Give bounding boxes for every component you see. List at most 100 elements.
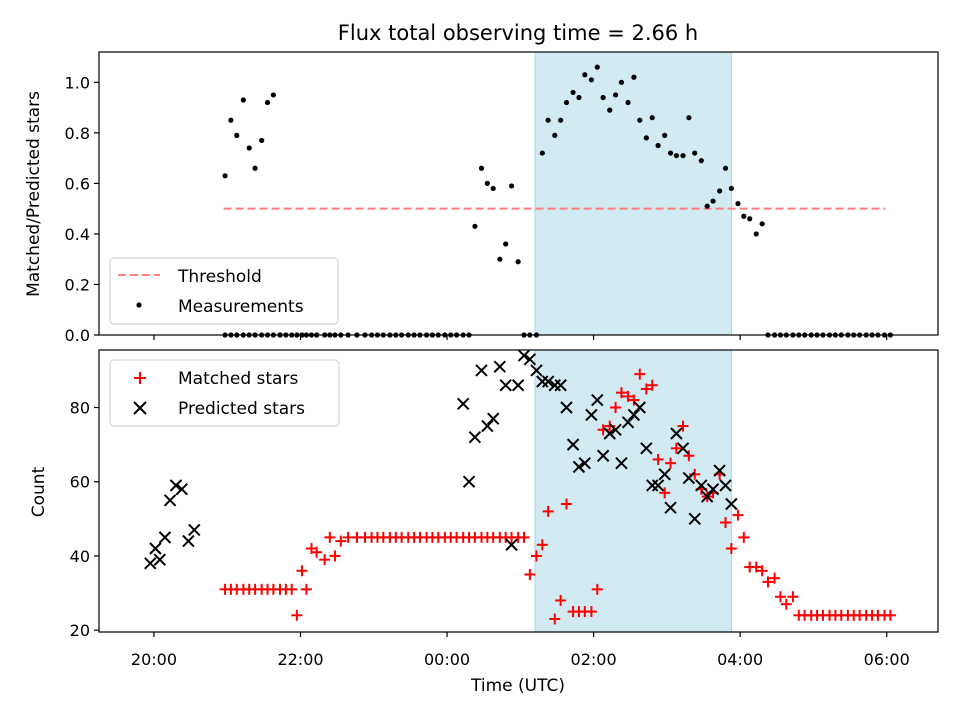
measurement-point [515, 259, 521, 265]
measurement-point [625, 99, 631, 106]
matched-star-point [296, 565, 308, 577]
predicted-star-point [664, 501, 677, 514]
y-tick-label: 80 [70, 399, 90, 418]
y-tick-label: 0.8 [65, 124, 90, 143]
measurement-point [655, 142, 661, 149]
matched-star-point [300, 583, 312, 595]
top-x-ticks [153, 335, 888, 340]
matched-star-point [774, 591, 786, 603]
x-tick-label: 04:00 [717, 650, 763, 669]
top-legend-box [109, 257, 339, 325]
measurement-point [728, 185, 734, 192]
x-tick-label: 20:00 [131, 650, 177, 669]
measurement-point [643, 135, 649, 141]
predicted-star-point [468, 430, 482, 444]
measurement-point [673, 152, 680, 159]
bottom-x-ticks: 20:00 22:00 00:00 02:00 04:00 06:00 [131, 632, 910, 669]
predicted-star-point [560, 401, 573, 414]
x-axis-label: Time (UTC) [470, 676, 565, 696]
measurement-point [631, 74, 637, 80]
measurement-point [612, 92, 619, 98]
top-legend: Threshold Measurements [109, 257, 339, 325]
bottom-y-axis-label: Count [29, 466, 49, 517]
measurement-point [649, 115, 655, 121]
predicted-star-point [475, 364, 488, 377]
x-tick-label: 06:00 [864, 650, 910, 669]
predicted-star-point [169, 479, 183, 492]
measurement-point [637, 117, 643, 123]
measurement-point [472, 223, 478, 229]
matched-star-point [780, 598, 792, 610]
top-y-axis-label: Matched/Predicted stars [24, 91, 44, 297]
predicted-star-point [591, 393, 604, 407]
y-tick-label: 20 [70, 621, 90, 640]
bottom-y-ticks: 20 40 60 80 [70, 399, 99, 640]
legend-threshold-label: Threshold [177, 267, 262, 287]
matched-star-point [524, 568, 536, 580]
matched-star-point [291, 609, 303, 621]
observing-window-band [534, 51, 733, 336]
matched-star-point [311, 546, 323, 558]
top-y-ticks: 0.0 0.2 0.4 0.6 0.8 1.0 [65, 73, 99, 345]
predicted-star-point [523, 353, 537, 366]
matched-star-point [689, 468, 701, 480]
measurement-point [667, 150, 674, 156]
measurement-point [710, 198, 716, 204]
predicted-star-point [621, 416, 635, 429]
predicted-star-point [149, 542, 162, 555]
x-tick-label: 02:00 [571, 650, 617, 669]
matched-star-point [756, 565, 768, 577]
matched-star-point [670, 442, 682, 454]
top-axes-frame [98, 51, 939, 336]
matched-legend-swatch [134, 372, 146, 384]
predicted-star-point [462, 475, 476, 488]
x-tick-label: 22:00 [277, 650, 323, 669]
measurement-point [259, 137, 265, 144]
predicted-star-point [188, 523, 201, 537]
matched-star-point [542, 505, 554, 517]
measurements-legend-swatch [136, 302, 142, 308]
predicted-star-point [505, 538, 518, 552]
predicted-star-point [578, 456, 592, 470]
measurement-point [686, 115, 692, 121]
predicted-star-point [548, 379, 561, 392]
predicted-star-point [554, 379, 567, 392]
matched-star-point [610, 402, 622, 414]
measurement-point [704, 203, 710, 209]
measurement-point [234, 132, 240, 138]
matched-star-point [335, 535, 347, 547]
predicted-star-point [456, 397, 470, 411]
matched-star-point [549, 613, 561, 625]
matched-star-point [329, 550, 341, 562]
predicted-star-point [713, 464, 726, 477]
measurement-point [508, 183, 515, 189]
predicted-star-point [640, 442, 653, 455]
predicted-star-point [615, 456, 628, 470]
measurement-point [692, 150, 698, 156]
matched-star-point [787, 591, 799, 603]
y-tick-label: 0.6 [65, 174, 90, 193]
matched-star-point [555, 594, 567, 606]
legend-predicted-label: Predicted stars [178, 399, 305, 419]
measurement-point [478, 165, 485, 171]
measurement-point [490, 185, 496, 192]
predicted-star-point [182, 534, 195, 548]
measurement-point [759, 221, 765, 227]
predicted-star-point [682, 471, 696, 485]
x-tick-label: 00:00 [424, 650, 470, 669]
measurement-point [545, 117, 551, 123]
y-tick-label: 60 [70, 473, 90, 492]
measurement-point [270, 92, 276, 98]
predicted-star-point [695, 479, 708, 492]
y-tick-label: 0.4 [65, 225, 90, 244]
matched-star-point [604, 420, 616, 432]
predicted-star-point [688, 512, 701, 526]
predicted-star-point [163, 494, 177, 507]
top-shaded-band [534, 51, 733, 336]
matched-star-point [560, 498, 572, 510]
predicted-star-point [725, 497, 738, 511]
measurement-point [252, 165, 258, 171]
measurement-point [594, 64, 600, 70]
predicted-star-point [719, 479, 732, 492]
